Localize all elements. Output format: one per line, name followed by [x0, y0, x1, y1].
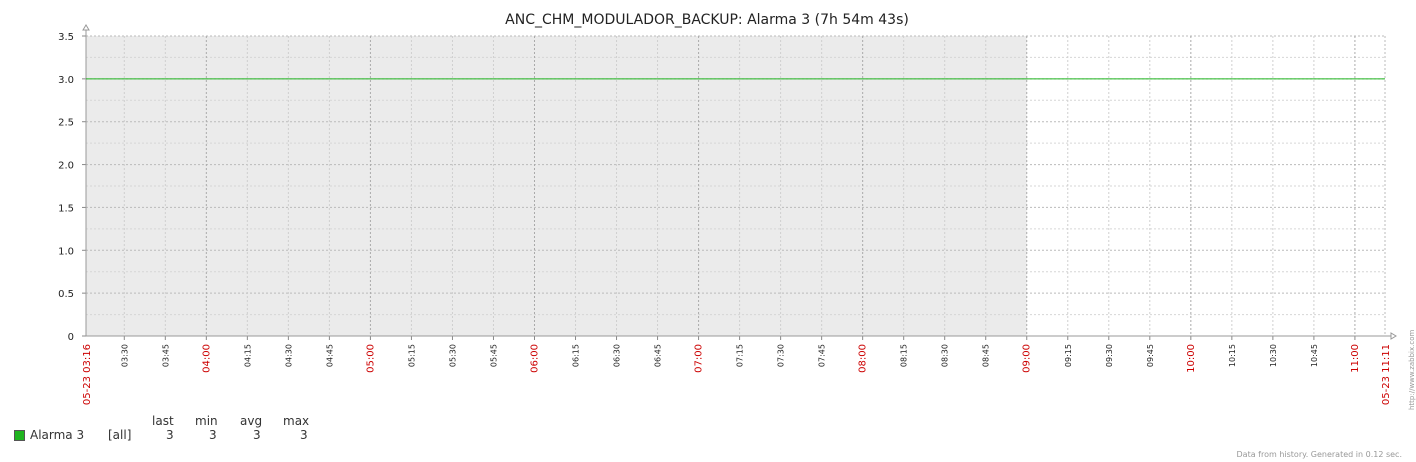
x-axis-arrow: [1390, 332, 1397, 340]
y-tick-label: 1.5: [58, 203, 74, 214]
x-tick-label: 05:45: [489, 344, 498, 367]
x-tick-label: 10:45: [1310, 344, 1319, 367]
x-tick-label: 05:00: [365, 344, 376, 373]
legend-color-swatch: [14, 430, 25, 441]
legend-item-avg: 3: [253, 428, 261, 442]
x-tick-label: 06:15: [572, 344, 581, 367]
x-tick-label: 07:15: [736, 344, 745, 367]
legend-item-scope: [all]: [108, 428, 132, 442]
x-end-label: 05-23 11:11: [1381, 344, 1392, 405]
x-tick-label: 08:45: [982, 344, 991, 367]
x-tick-label: 08:15: [900, 344, 909, 367]
x-tick-label: 07:45: [818, 344, 827, 367]
x-tick-label: 11:00: [1350, 344, 1361, 373]
x-tick-label: 08:00: [858, 344, 869, 373]
y-tick-label: 0: [68, 332, 74, 343]
x-tick-label: 04:30: [284, 344, 293, 367]
legend-item-last: 3: [166, 428, 174, 442]
legend-header-avg: avg: [240, 414, 263, 428]
x-tick-label: 09:45: [1146, 344, 1155, 367]
legend-header-last: last: [152, 414, 174, 428]
x-tick-label: 06:45: [654, 344, 663, 367]
x-tick-label: 09:30: [1105, 344, 1114, 367]
legend-item-max: 3: [300, 428, 308, 442]
x-tick-label: 06:00: [529, 344, 540, 373]
x-tick-label: 10:00: [1186, 344, 1197, 373]
axes: [82, 24, 1397, 340]
x-start-label: 05-23 03:16: [82, 344, 93, 405]
y-tick-label: 3.0: [58, 75, 74, 86]
y-axis-arrow: [82, 24, 90, 31]
x-tick-label: 04:00: [201, 344, 212, 373]
x-tick-label: 07:00: [694, 344, 705, 373]
y-tick-label: 1.0: [58, 246, 74, 257]
x-tick-label: 10:15: [1228, 344, 1237, 367]
x-tick-label: 05:15: [407, 344, 416, 367]
x-tick-label: 07:30: [777, 344, 786, 367]
legend-header-max: max: [283, 414, 310, 428]
x-tick-label: 08:30: [941, 344, 950, 367]
legend-item-min: 3: [209, 428, 217, 442]
x-tick-label: 05:30: [448, 344, 457, 367]
tick-labels: 0 0.5 1.0 1.5 2.0 2.5 3.0 3.5 03:30 03:45 04:00 04:…: [58, 32, 1392, 405]
y-tick-label: 2.0: [58, 161, 74, 172]
x-tick-label: 03:45: [161, 344, 170, 367]
y-tick-label: 3.5: [58, 32, 74, 43]
x-tick-label: 04:15: [243, 344, 252, 367]
x-tick-label: 04:45: [325, 344, 334, 367]
legend-item-name: Alarma 3: [30, 428, 85, 442]
y-tick-label: 2.5: [58, 118, 74, 129]
x-tick-label: 03:30: [120, 344, 129, 367]
legend-header-min: min: [195, 414, 218, 428]
footer-note: Data from history. Generated in 0.12 sec…: [1236, 450, 1402, 459]
x-tick-label: 09:00: [1022, 344, 1033, 373]
x-tick-label: 09:15: [1064, 344, 1073, 367]
chart-title: ANC_CHM_MODULADOR_BACKUP: Alarma 3 (7h 5…: [505, 12, 909, 28]
y-tick-label: 0.5: [58, 289, 74, 300]
x-tick-label: 10:30: [1269, 344, 1278, 367]
side-url: http://www.zabbix.com: [1408, 329, 1416, 410]
x-tick-label: 06:30: [613, 344, 622, 367]
